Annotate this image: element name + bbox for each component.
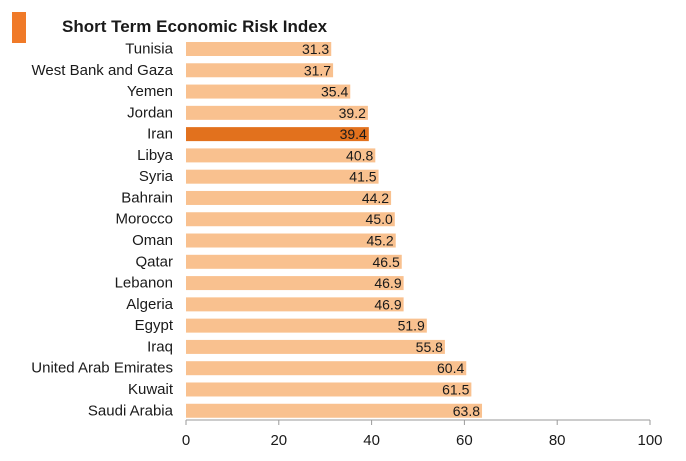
category-label: Algeria bbox=[126, 296, 173, 313]
data-label: 63.8 bbox=[453, 403, 480, 419]
category-label: Kuwait bbox=[128, 381, 174, 398]
bar bbox=[186, 169, 379, 184]
data-label: 51.9 bbox=[398, 318, 425, 334]
data-label: 39.4 bbox=[340, 126, 367, 142]
bar bbox=[186, 63, 334, 78]
category-label: Lebanon bbox=[115, 275, 173, 292]
bar bbox=[186, 84, 351, 99]
category-label: Iraq bbox=[147, 338, 173, 355]
bar bbox=[186, 382, 472, 397]
bar bbox=[186, 42, 332, 56]
data-label: 31.7 bbox=[304, 62, 331, 78]
bar bbox=[186, 212, 395, 227]
bar bbox=[186, 318, 427, 333]
bar bbox=[186, 233, 396, 248]
category-label: Egypt bbox=[135, 317, 174, 334]
chart-title: Short Term Economic Risk Index bbox=[62, 17, 328, 36]
data-label: 31.3 bbox=[302, 41, 329, 57]
bar bbox=[186, 190, 392, 205]
category-label: Jordan bbox=[127, 104, 173, 121]
bar bbox=[186, 254, 402, 269]
data-label: 35.4 bbox=[321, 84, 348, 100]
bar bbox=[186, 361, 467, 376]
bar bbox=[186, 403, 483, 418]
x-tick-label: 60 bbox=[456, 432, 473, 449]
chart-title-block: Short Term Economic Risk Index bbox=[12, 11, 327, 43]
category-label: Libya bbox=[137, 147, 174, 164]
category-label: Morocco bbox=[115, 211, 173, 228]
x-tick-label: 0 bbox=[182, 432, 190, 449]
category-label: Bahrain bbox=[121, 189, 173, 206]
title-accent-bar bbox=[12, 11, 26, 43]
bar bbox=[186, 148, 376, 163]
category-label: West Bank and Gaza bbox=[32, 62, 174, 79]
bar bbox=[186, 276, 404, 291]
x-tick-label: 80 bbox=[549, 432, 566, 449]
data-label: 45.2 bbox=[366, 233, 393, 249]
category-label: Iran bbox=[147, 126, 173, 143]
data-label: 46.9 bbox=[374, 296, 401, 312]
category-label: Yemen bbox=[127, 83, 173, 100]
x-tick-label: 40 bbox=[363, 432, 380, 449]
category-label: Qatar bbox=[135, 253, 173, 270]
category-label: Tunisia bbox=[125, 41, 173, 58]
category-label: United Arab Emirates bbox=[31, 360, 173, 377]
x-tick-label: 100 bbox=[637, 432, 662, 449]
data-label: 41.5 bbox=[349, 169, 376, 185]
data-label: 39.2 bbox=[339, 105, 366, 121]
data-label: 60.4 bbox=[437, 360, 464, 376]
bar bbox=[186, 105, 368, 120]
bar bbox=[186, 297, 404, 312]
data-label: 46.9 bbox=[374, 275, 401, 291]
data-label: 44.2 bbox=[362, 190, 389, 206]
x-tick-label: 20 bbox=[270, 432, 287, 449]
data-label: 55.8 bbox=[416, 339, 443, 355]
data-label: 45.0 bbox=[366, 211, 393, 227]
data-label: 40.8 bbox=[346, 147, 373, 163]
data-label: 46.5 bbox=[373, 254, 400, 270]
category-label: Syria bbox=[139, 168, 174, 185]
data-label: 61.5 bbox=[442, 381, 469, 397]
category-label: Oman bbox=[132, 232, 173, 249]
bar bbox=[186, 127, 369, 142]
bar bbox=[186, 339, 445, 354]
category-label: Saudi Arabia bbox=[88, 402, 174, 419]
